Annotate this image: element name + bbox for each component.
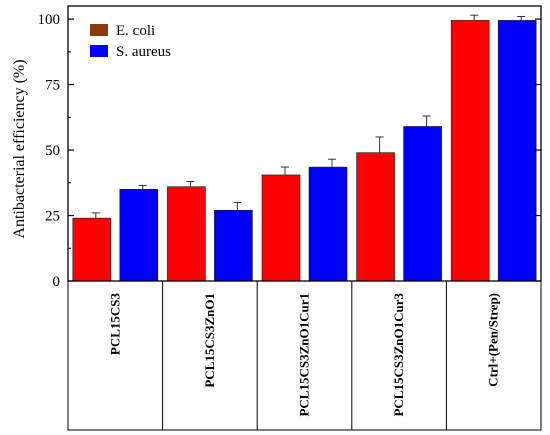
bar-e-coli-pcl15cs3zno1cur3 bbox=[356, 152, 395, 282]
bar-e-coli-ctrl-pen-strep bbox=[450, 20, 490, 282]
error-bar-s-aureus-ctrl-pen-strep bbox=[517, 15, 526, 21]
bar-s-aureus-pcl15cs3 bbox=[119, 189, 159, 282]
y-tick-label-0: 0 bbox=[53, 274, 61, 290]
y-tick-label-75: 75 bbox=[45, 78, 60, 94]
legend-swatch-e-coli bbox=[90, 24, 108, 36]
category-label-table: PCL15CS3 PCL15CS3ZnO1 PCL15CS3ZnO1Cur1 PCL1… bbox=[67, 280, 542, 431]
error-bar-e-coli-pcl15cs3 bbox=[91, 212, 100, 219]
bar-e-coli-pcl15cs3 bbox=[72, 217, 112, 282]
bar-s-aureus-pcl15cs3zno1cur1 bbox=[308, 166, 348, 282]
category-table-frame bbox=[67, 280, 542, 431]
y-tick-label-100: 100 bbox=[38, 12, 61, 28]
error-bar-s-aureus-pcl15cs3zno1 bbox=[233, 201, 242, 211]
error-bar-e-coli-pcl15cs3zno1cur3 bbox=[375, 136, 384, 153]
x-tick-label-pcl15cs3: PCL15CS3 bbox=[107, 293, 122, 356]
legend-swatch-s-aureus bbox=[90, 45, 108, 57]
error-bar-e-coli-ctrl-pen-strep bbox=[470, 14, 479, 21]
x-tick-label-pcl15cs3zno1cur3: PCL15CS3ZnO1Cur3 bbox=[391, 293, 406, 417]
bar-e-coli-pcl15cs3zno1cur1 bbox=[261, 174, 301, 282]
error-bar-e-coli-pcl15cs3zno1cur1 bbox=[281, 166, 289, 175]
y-tick-label-50: 50 bbox=[45, 143, 60, 159]
y-tick-label-25: 25 bbox=[45, 209, 60, 225]
legend: E. coli S. aureus bbox=[90, 23, 171, 60]
x-tick-label-ctrl-pen-strep: Ctrl+(Pen/Strep) bbox=[486, 293, 501, 387]
error-bar-s-aureus-pcl15cs3zno1cur3 bbox=[422, 115, 431, 127]
bar-s-aureus-pcl15cs3zno1 bbox=[214, 209, 253, 282]
bar-s-aureus-pcl15cs3zno1cur3 bbox=[403, 126, 442, 282]
legend-label-e-coli: E. coli bbox=[116, 23, 155, 39]
bar-e-coli-pcl15cs3zno1 bbox=[167, 186, 206, 282]
bar-s-aureus-ctrl-pen-strep bbox=[497, 20, 537, 282]
x-tick-label-pcl15cs3zno1cur1: PCL15CS3ZnO1Cur1 bbox=[297, 293, 312, 417]
error-bar-e-coli-pcl15cs3zno1 bbox=[186, 180, 195, 187]
error-bar-s-aureus-pcl15cs3zno1cur1 bbox=[328, 158, 336, 168]
x-tick-label-pcl15cs3zno1: PCL15CS3ZnO1 bbox=[202, 293, 217, 388]
y-axis-title: Antibacterial efficiency (%) bbox=[11, 59, 28, 238]
error-bar-s-aureus-pcl15cs3 bbox=[138, 184, 147, 190]
legend-label-s-aureus: S. aureus bbox=[116, 44, 171, 60]
plot-area bbox=[72, 14, 537, 282]
